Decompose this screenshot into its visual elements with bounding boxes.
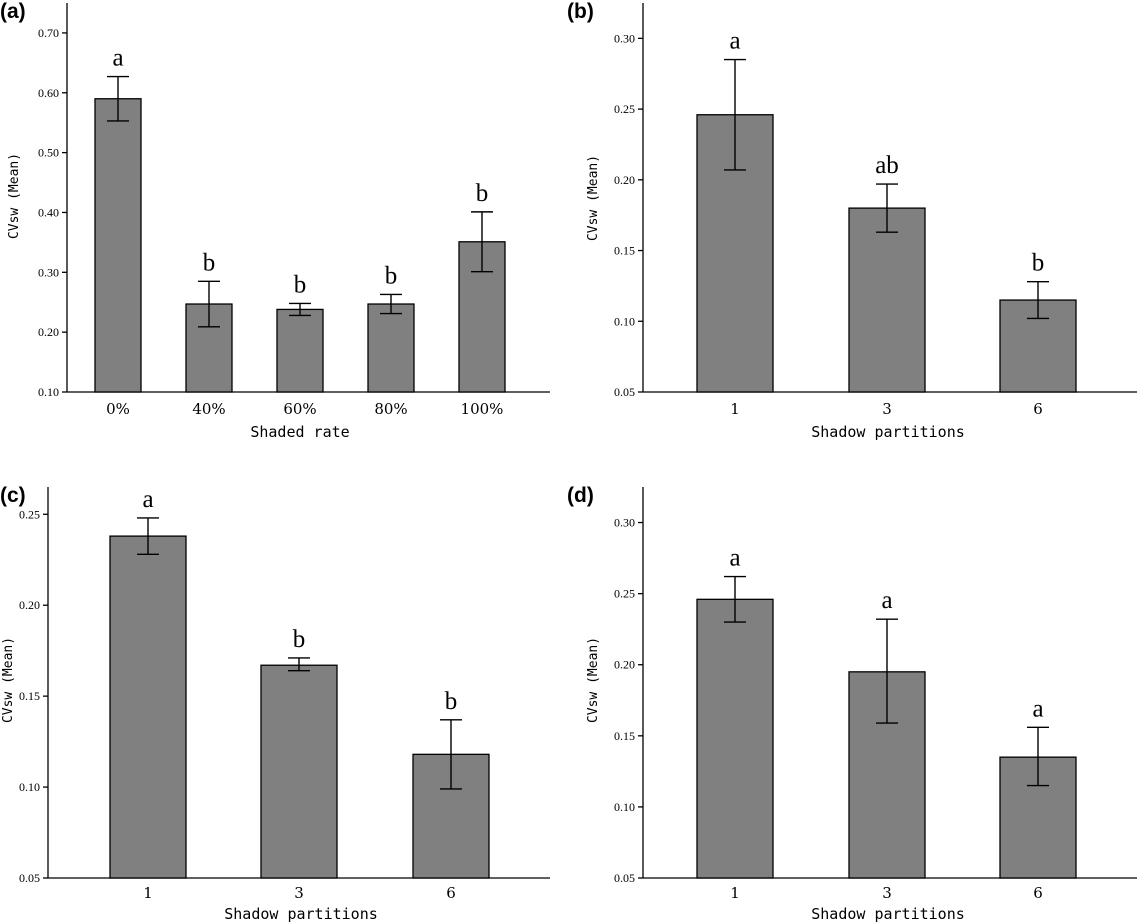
panel-d-y-tick-label: 0.25 bbox=[614, 587, 635, 601]
panel-a-significance-letter: b bbox=[385, 262, 398, 289]
panel-b-x-tick-label: 6 bbox=[1033, 400, 1043, 418]
panel-c-y-tick-label: 0.25 bbox=[19, 507, 40, 521]
panel-d-y-axis-title: CVsw (Mean) bbox=[586, 637, 601, 723]
panel-c-significance-letter: a bbox=[142, 486, 153, 513]
panel-a-x-tick-label: 0% bbox=[106, 400, 130, 418]
panel-b-bar bbox=[848, 207, 926, 393]
panel-b-significance-letter: b bbox=[1032, 250, 1045, 277]
panel-a-label: (a) bbox=[0, 0, 26, 23]
panel-a-y-axis-title: CVsw (Mean) bbox=[7, 153, 22, 239]
panel-a-bar bbox=[276, 308, 324, 393]
panel-d-significance-letter: a bbox=[881, 587, 892, 614]
panel-c-significance-letter: b bbox=[293, 626, 306, 653]
panel-c-bar bbox=[109, 535, 187, 879]
panel-a-significance-letter: b bbox=[294, 271, 307, 298]
panel-d-y-tick-label: 0.10 bbox=[614, 800, 635, 814]
panel-d-significance-letter: a bbox=[1032, 695, 1043, 722]
panel-d-y-tick-label: 0.15 bbox=[614, 729, 635, 743]
panel-a-bar bbox=[94, 98, 142, 393]
panel-c-x-tick-label: 1 bbox=[143, 884, 153, 902]
panel-a-significance-letter: b bbox=[203, 249, 216, 276]
panel-a-y-tick-label: 0.10 bbox=[38, 385, 59, 399]
panel-d-y-tick-label: 0.05 bbox=[614, 871, 635, 885]
panel-d-x-tick-label: 3 bbox=[882, 884, 892, 902]
panel-d-significance-letter: a bbox=[729, 545, 740, 572]
panel-b-significance-letter: ab bbox=[875, 152, 899, 179]
panel-b-y-tick-label: 0.15 bbox=[614, 244, 635, 258]
panel-c-x-tick-label: 6 bbox=[446, 884, 456, 902]
panel-a-bar bbox=[367, 303, 415, 393]
panel-b-x-axis-title: Shadow partitions bbox=[811, 423, 965, 441]
panel-c-significance-letter: b bbox=[445, 688, 458, 715]
panel-c-x-tick-label: 3 bbox=[294, 884, 304, 902]
panel-c-y-tick-label: 0.05 bbox=[19, 871, 40, 885]
panel-a-x-tick-label: 60% bbox=[283, 400, 316, 418]
panel-b-y-tick-label: 0.05 bbox=[614, 385, 635, 399]
panel-a-significance-letter: b bbox=[476, 180, 489, 207]
panel-b-y-tick-label: 0.30 bbox=[614, 31, 635, 45]
panel-a-y-tick-label: 0.50 bbox=[38, 146, 59, 160]
panel-b-y-axis-title: CVsw (Mean) bbox=[586, 155, 601, 241]
panel-d-y-tick-label: 0.20 bbox=[614, 658, 635, 672]
panel-b-y-tick-label: 0.20 bbox=[614, 173, 635, 187]
panel-b-y-tick-label: 0.25 bbox=[614, 102, 635, 116]
panel-c-y-tick-label: 0.20 bbox=[19, 598, 40, 612]
panel-d-x-tick-label: 6 bbox=[1033, 884, 1043, 902]
panel-d-y-tick-label: 0.30 bbox=[614, 516, 635, 530]
panel-c-y-axis-title: CVsw (Mean) bbox=[1, 637, 16, 723]
panel-a-y-tick-label: 0.40 bbox=[38, 205, 59, 219]
panel-b-significance-letter: a bbox=[729, 28, 740, 55]
panel-c-y-tick-label: 0.15 bbox=[19, 689, 40, 703]
panel-c-y-tick-label: 0.10 bbox=[19, 780, 40, 794]
panel-a-x-tick-label: 40% bbox=[192, 400, 225, 418]
panel-a-y-tick-label: 0.70 bbox=[38, 26, 59, 40]
panel-b-y-tick-label: 0.10 bbox=[614, 314, 635, 328]
panel-c-label: (c) bbox=[0, 484, 26, 507]
panel-d-label: (d) bbox=[567, 484, 594, 507]
panel-d-bar bbox=[696, 598, 774, 879]
panel-a-y-tick-label: 0.60 bbox=[38, 86, 59, 100]
panel-d-x-axis-title: Shadow partitions bbox=[811, 905, 965, 923]
panel-d-x-tick-label: 1 bbox=[730, 884, 740, 902]
panel-a-y-tick-label: 0.30 bbox=[38, 265, 59, 279]
panel-a-y-tick-label: 0.20 bbox=[38, 325, 59, 339]
panel-b-label: (b) bbox=[567, 0, 594, 23]
panel-a-x-axis-title: Shaded rate bbox=[250, 423, 349, 441]
panel-a-x-tick-label: 80% bbox=[374, 400, 407, 418]
panel-b-x-tick-label: 3 bbox=[882, 400, 892, 418]
panel-c-bar bbox=[260, 664, 338, 879]
panel-a-x-tick-label: 100% bbox=[461, 400, 504, 418]
panel-b-x-tick-label: 1 bbox=[730, 400, 740, 418]
panel-c-x-axis-title: Shadow partitions bbox=[224, 905, 378, 923]
panel-a-significance-letter: a bbox=[112, 45, 123, 72]
